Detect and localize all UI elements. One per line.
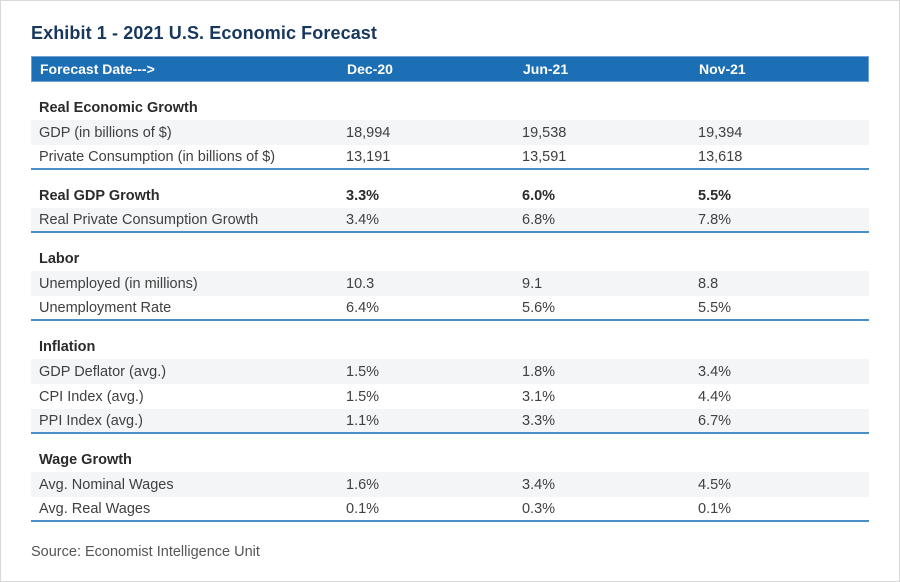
data-row: PPI Index (avg.) 1.1% 3.3% 6.7% — [31, 409, 869, 434]
row-label: Unemployment Rate — [39, 299, 172, 316]
row-value: 4.5% — [698, 476, 732, 493]
table-section: Wage Growth Avg. Nominal Wages 1.6% 3.4% 4.5… — [31, 447, 869, 522]
row-label: Real GDP Growth — [39, 187, 160, 204]
section-header-row: Real GDP Growth 3.3% 6.0% 5.5% — [31, 183, 869, 208]
exhibit-page: Exhibit 1 - 2021 U.S. Economic Forecast … — [1, 1, 899, 560]
table-section: Real GDP Growth 3.3% 6.0% 5.5% Real Private … — [31, 183, 869, 233]
row-value: 5.5% — [698, 187, 732, 204]
data-row: GDP (in billions of $) 18,994 19,538 19,394 — [31, 120, 869, 145]
table-body: Real Economic Growth GDP (in billions of … — [31, 95, 869, 522]
row-value: 1.5% — [346, 363, 380, 380]
row-label: Inflation — [39, 338, 96, 355]
data-row: CPI Index (avg.) 1.5% 3.1% 4.4% — [31, 384, 869, 409]
row-value: 1.8% — [522, 363, 556, 380]
data-row: Avg. Nominal Wages 1.6% 3.4% 4.5% — [31, 472, 869, 497]
section-header-row: Labor — [31, 246, 869, 271]
row-value: 6.0% — [522, 187, 556, 204]
row-label: GDP Deflator (avg.) — [39, 363, 167, 380]
row-label: Private Consumption (in billions of $) — [39, 148, 276, 165]
row-label: Real Private Consumption Growth — [39, 211, 259, 228]
row-value: 6.8% — [522, 211, 556, 228]
row-value: 3.1% — [522, 388, 556, 405]
row-value: 0.1% — [346, 500, 380, 517]
table-section: Real Economic Growth GDP (in billions of … — [31, 95, 869, 170]
row-value: 1.1% — [346, 412, 380, 429]
section-header-row: Inflation — [31, 334, 869, 359]
data-row: Unemployment Rate 6.4% 5.6% 5.5% — [31, 296, 869, 321]
row-value: 5.6% — [522, 299, 556, 316]
row-value: 18,994 — [346, 124, 391, 141]
table-section: Labor Unemployed (in millions) 10.3 9.1 8.8 U… — [31, 246, 869, 321]
table-header-forecast-date: Forecast Date---> — [40, 61, 155, 77]
row-value: 19,394 — [698, 124, 743, 141]
table-header-jun-21: Jun-21 — [523, 61, 569, 77]
row-label: Avg. Real Wages — [39, 500, 151, 517]
table-header-nov-21: Nov-21 — [699, 61, 746, 77]
data-row: Private Consumption (in billions of $) 13… — [31, 145, 869, 170]
row-label: CPI Index (avg.) — [39, 388, 144, 405]
row-value: 0.1% — [698, 500, 732, 517]
row-value: 1.6% — [346, 476, 380, 493]
row-value: 19,538 — [522, 124, 567, 141]
row-value: 6.7% — [698, 412, 732, 429]
row-value: 0.3% — [522, 500, 556, 517]
row-value: 7.8% — [698, 211, 732, 228]
row-label: Wage Growth — [39, 451, 132, 468]
data-row: Real Private Consumption Growth 3.4% 6.8% 7… — [31, 208, 869, 233]
row-value: 3.4% — [698, 363, 732, 380]
row-label: GDP (in billions of $) — [39, 124, 172, 141]
row-value: 10.3 — [346, 275, 375, 292]
row-value: 3.4% — [346, 211, 380, 228]
row-value: 4.4% — [698, 388, 732, 405]
row-value: 13,618 — [698, 148, 743, 165]
row-value: 6.4% — [346, 299, 380, 316]
row-label: Unemployed (in millions) — [39, 275, 198, 292]
row-label: Avg. Nominal Wages — [39, 476, 174, 493]
row-label: Labor — [39, 250, 80, 267]
row-value: 8.8 — [698, 275, 719, 292]
row-value: 1.5% — [346, 388, 380, 405]
row-value: 5.5% — [698, 299, 732, 316]
row-value: 13,191 — [346, 148, 391, 165]
table-header-row: Forecast Date---> Dec-20 Jun-21 Nov-21 — [31, 56, 869, 82]
row-value: 9.1 — [522, 275, 543, 292]
data-row: GDP Deflator (avg.) 1.5% 1.8% 3.4% — [31, 359, 869, 384]
data-row: Unemployed (in millions) 10.3 9.1 8.8 — [31, 271, 869, 296]
table-header-dec-20: Dec-20 — [347, 61, 393, 77]
section-header-row: Wage Growth — [31, 447, 869, 472]
row-label: PPI Index (avg.) — [39, 412, 143, 429]
row-value: 13,591 — [522, 148, 567, 165]
table-section: Inflation GDP Deflator (avg.) 1.5% 1.8% 3.4%… — [31, 334, 869, 434]
row-value: 3.4% — [522, 476, 556, 493]
section-header-row: Real Economic Growth — [31, 95, 869, 120]
source-note: Source: Economist Intelligence Unit — [31, 544, 260, 560]
row-value: 3.3% — [522, 412, 556, 429]
page-title: Exhibit 1 - 2021 U.S. Economic Forecast — [31, 23, 378, 43]
row-value: 3.3% — [346, 187, 380, 204]
data-row: Avg. Real Wages 0.1% 0.3% 0.1% — [31, 497, 869, 522]
row-label: Real Economic Growth — [39, 99, 198, 116]
